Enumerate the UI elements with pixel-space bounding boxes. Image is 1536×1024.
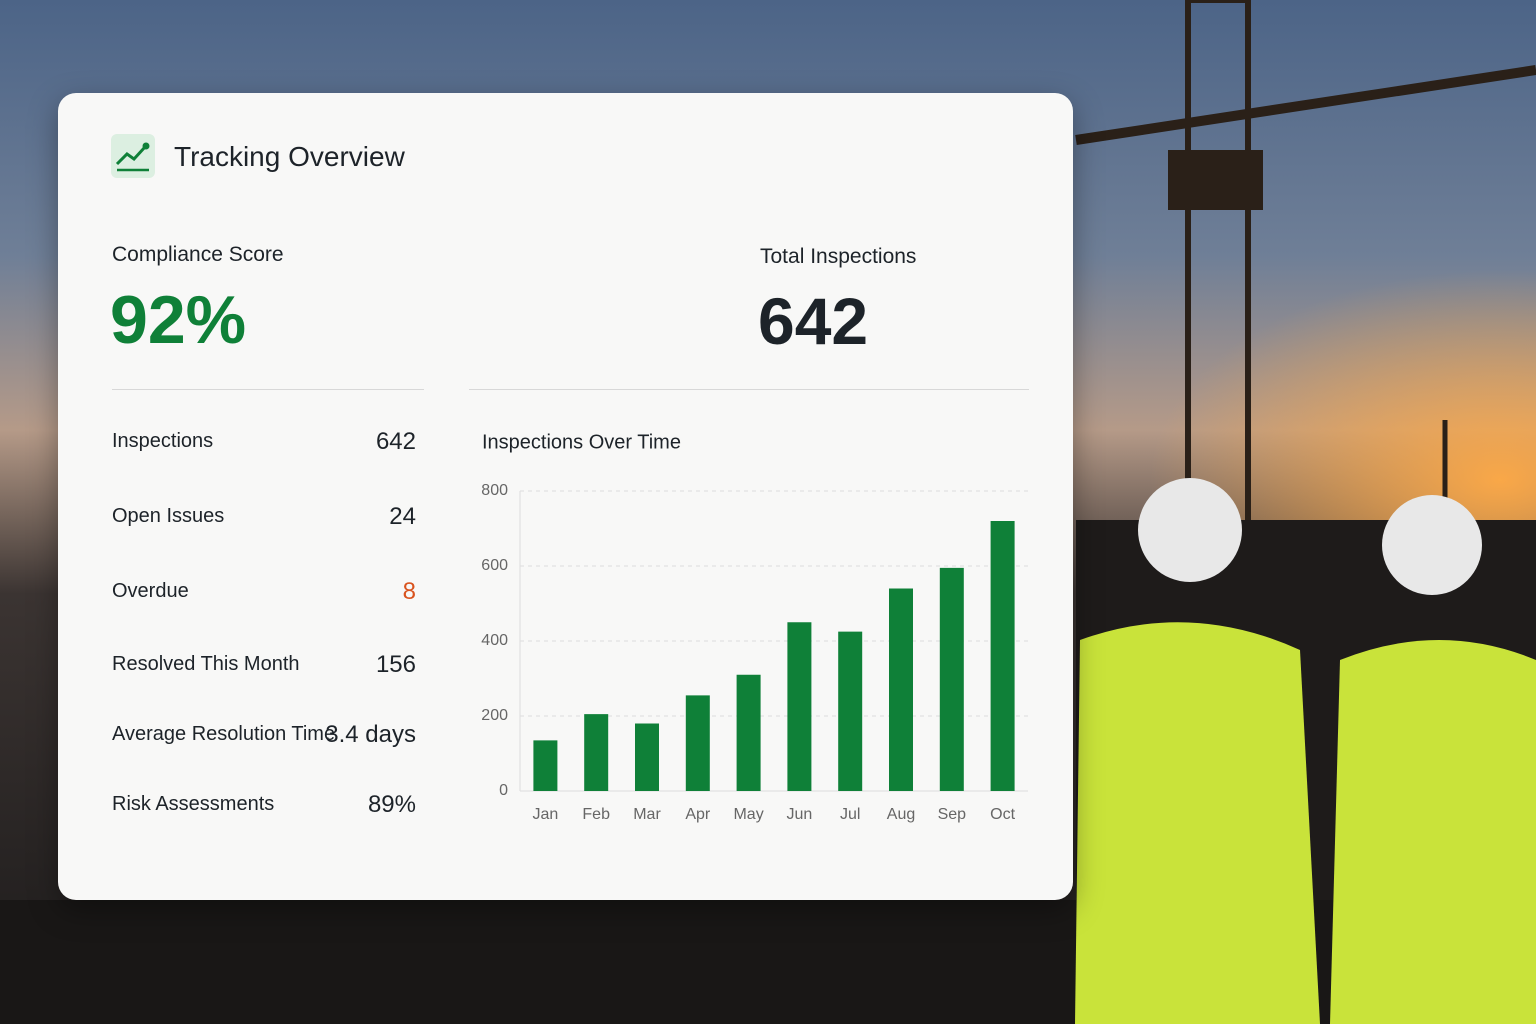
bar — [533, 740, 558, 791]
stat-value: 3.4 days — [325, 721, 416, 748]
bar — [939, 567, 964, 791]
worker-vest — [1075, 622, 1320, 1024]
stat-label: Resolved This Month — [112, 653, 300, 675]
tracking-card: Tracking Overview Compliance Score 92% T… — [58, 93, 1073, 900]
stat-value: 24 — [389, 503, 416, 530]
y-tick-label: 800 — [481, 482, 508, 499]
hard-hat — [1138, 478, 1242, 582]
x-tick-label: Jan — [533, 806, 559, 823]
bar — [787, 622, 812, 791]
x-tick-label: Sep — [938, 806, 967, 823]
kpi-value: 92% — [110, 282, 247, 358]
stat-value: 89% — [367, 791, 416, 818]
stat-label: Overdue — [112, 580, 189, 602]
bar — [584, 714, 609, 791]
worker-vest — [1330, 640, 1536, 1024]
stat-value: 8 — [402, 578, 416, 605]
kpi-value: 642 — [758, 284, 869, 358]
x-tick-label: Jul — [840, 806, 860, 823]
kpi-label: Total Inspections — [760, 245, 917, 268]
divider — [112, 389, 424, 390]
x-tick-label: Apr — [685, 806, 711, 823]
x-tick-label: May — [733, 806, 763, 823]
stat-value: 642 — [375, 428, 416, 455]
y-tick-label: 400 — [481, 632, 508, 649]
chart-title: Inspections Over Time — [482, 431, 681, 453]
stat-value: 156 — [375, 651, 416, 678]
crane-cab — [1168, 150, 1263, 210]
trend-icon — [111, 134, 155, 178]
bar — [838, 631, 863, 791]
x-tick-label: Mar — [633, 806, 661, 823]
x-tick-label: Feb — [582, 806, 610, 823]
y-tick-label: 600 — [481, 557, 508, 574]
y-tick-label: 200 — [481, 707, 508, 724]
x-tick-label: Jun — [787, 806, 813, 823]
divider — [469, 389, 1029, 390]
kpi-label: Compliance Score — [112, 243, 284, 266]
stat-label: Risk Assessments — [112, 793, 275, 815]
bar — [990, 521, 1015, 791]
x-tick-label: Oct — [990, 806, 1015, 823]
bar — [635, 723, 659, 791]
crane-jib — [1075, 65, 1536, 145]
y-tick-label: 0 — [499, 782, 508, 799]
bar — [889, 588, 913, 791]
stat-label: Inspections — [112, 430, 214, 452]
bar-chart: Inspections Over Time 0 200 400 600 800 Jan Fe… — [481, 431, 1028, 823]
hard-hat — [1382, 495, 1482, 595]
bar — [685, 695, 710, 791]
x-tick-label: Aug — [887, 806, 915, 823]
bar — [736, 674, 761, 791]
stat-label: Average Resolution Time — [112, 723, 336, 745]
stat-label: Open Issues — [112, 505, 225, 527]
card-title: Tracking Overview — [174, 141, 405, 172]
